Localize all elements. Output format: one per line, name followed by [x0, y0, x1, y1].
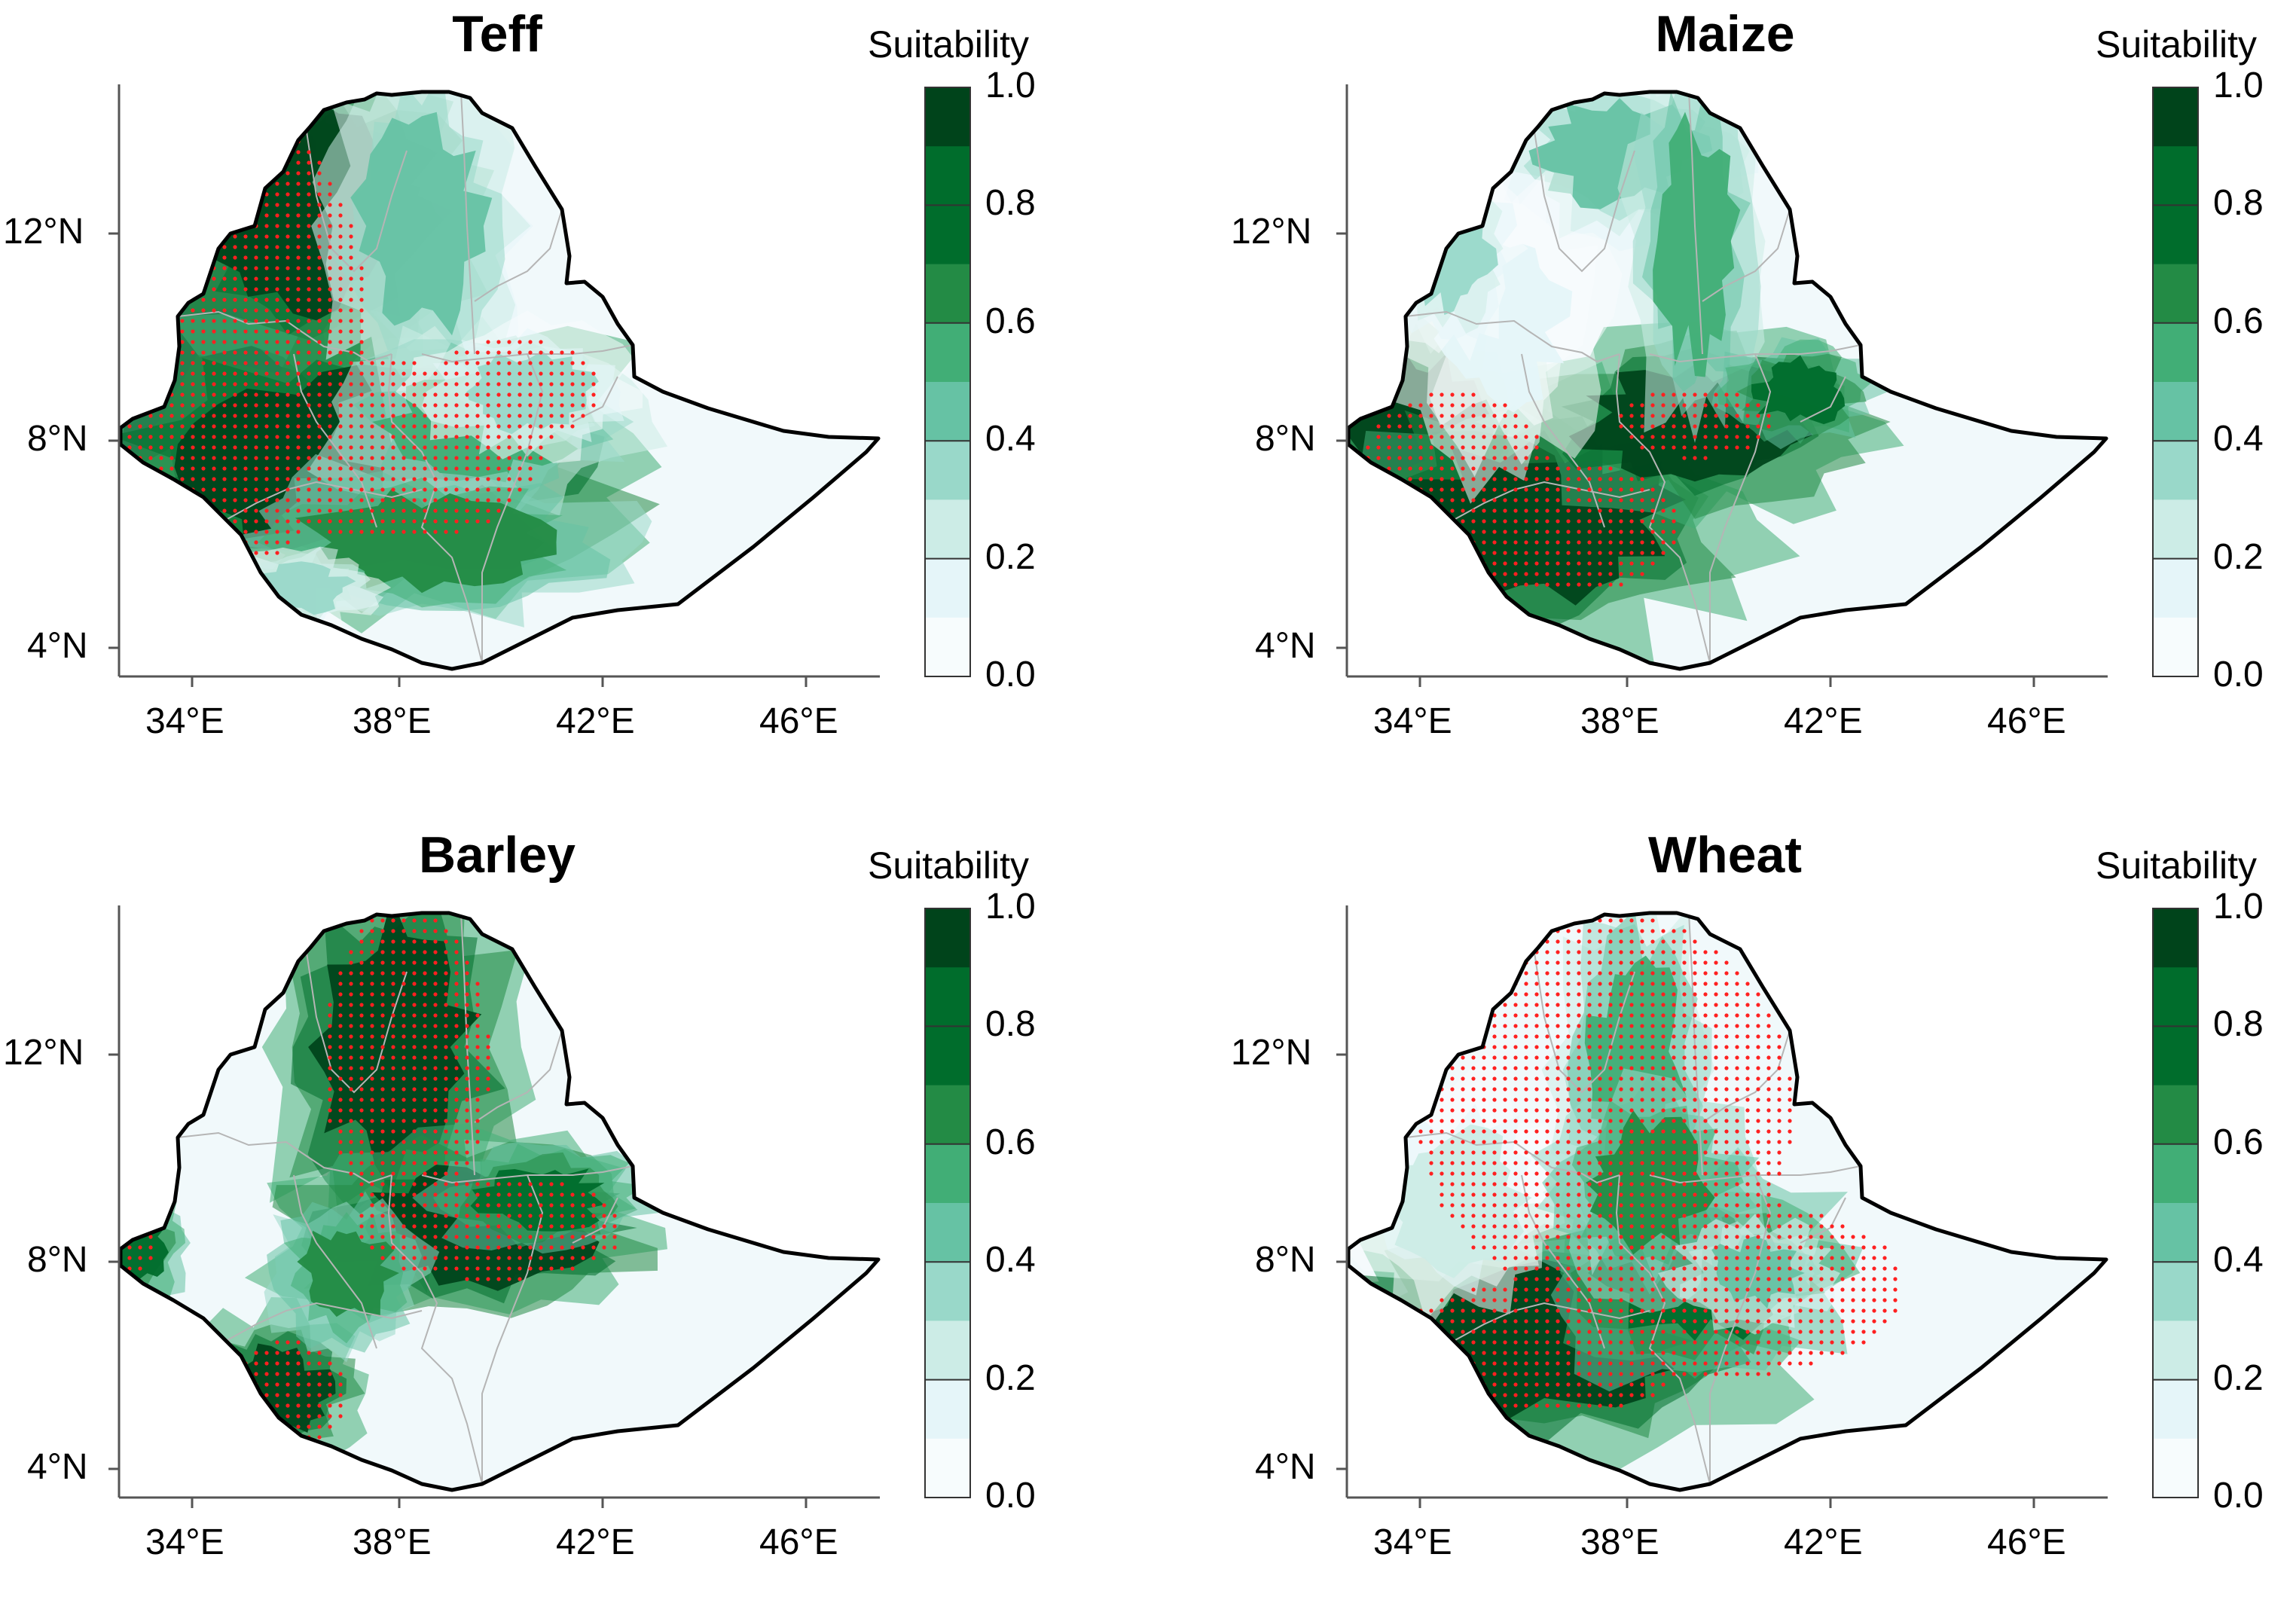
y-tick-label: 4°N: [27, 1447, 88, 1487]
map-canvas: [1336, 905, 2199, 1508]
x-tick-label: 34°E: [1373, 701, 1452, 741]
colorbar-tick-label: 0.0: [2213, 1476, 2264, 1516]
agreement-dots: [1397, 918, 1898, 1408]
colorbar-tick-label: 0.8: [2213, 183, 2264, 224]
agreement-dots: [121, 918, 617, 1440]
x-tick-label: 42°E: [556, 1522, 635, 1562]
y-tick-label: 4°N: [1255, 1447, 1316, 1487]
colorbar-tick-label: 0.2: [2213, 536, 2264, 577]
colorbar-tick-label: 1.0: [2213, 66, 2264, 105]
x-tick-label: 38°E: [353, 1522, 432, 1562]
admin-boundaries: [1405, 92, 1861, 664]
y-tick-label: 4°N: [1255, 626, 1316, 666]
colorbar-title: Suitability: [2096, 844, 2257, 887]
colorbar-tick-label: 0.8: [985, 1004, 1036, 1045]
colorbar-tick-label: 0.2: [985, 1357, 1036, 1398]
y-tick-label: 12°N: [3, 212, 84, 252]
colorbar-tick-label: 1.0: [985, 887, 1036, 927]
country-border: [1346, 911, 2108, 1492]
y-tick-label: 8°N: [27, 1240, 88, 1280]
x-tick-label: 42°E: [1784, 1522, 1863, 1562]
y-tick-label: 12°N: [3, 1033, 84, 1073]
colorbar: [2152, 908, 2199, 1498]
colorbar-tick-label: 0.2: [985, 536, 1036, 577]
colorbar: [2152, 87, 2199, 677]
colorbar-tick-label: 0.6: [985, 301, 1036, 341]
panel-title: Maize: [1655, 5, 1795, 63]
y-tick-label: 12°N: [1231, 212, 1312, 252]
y-tick-label: 8°N: [1255, 419, 1316, 459]
map-canvas: [108, 905, 971, 1508]
x-tick-label: 46°E: [1987, 701, 2066, 741]
colorbar-tick-label: 0.0: [2213, 655, 2264, 695]
colorbar-tick-label: 0.4: [2213, 1240, 2264, 1281]
colorbar-tick-label: 0.8: [2213, 1004, 2264, 1045]
x-tick-label: 38°E: [1580, 701, 1659, 741]
map-canvas: [108, 84, 971, 687]
colorbar-title: Suitability: [868, 844, 1029, 887]
colorbar-tick-label: 0.0: [985, 1476, 1036, 1516]
colorbar-tick-label: 0.4: [985, 419, 1036, 460]
y-tick-label: 8°N: [1255, 1240, 1316, 1280]
x-tick-label: 46°E: [759, 1522, 838, 1562]
panel-title: Teff: [452, 5, 542, 63]
colorbar-tick-label: 1.0: [2213, 887, 2264, 927]
colorbar-tick-label: 1.0: [985, 66, 1036, 105]
map-canvas: [1336, 84, 2199, 687]
x-tick-label: 34°E: [145, 701, 224, 741]
country-border: [1346, 90, 2108, 671]
colorbar-title: Suitability: [868, 23, 1029, 66]
colorbar-tick-label: 0.4: [985, 1240, 1036, 1281]
panel-title: Wheat: [1648, 826, 1802, 884]
x-tick-label: 34°E: [1373, 1522, 1452, 1562]
x-tick-label: 46°E: [1987, 1522, 2066, 1562]
colorbar-tick-label: 0.6: [2213, 301, 2264, 341]
x-tick-label: 38°E: [1580, 1522, 1659, 1562]
y-tick-label: 4°N: [27, 626, 88, 666]
y-tick-label: 8°N: [27, 419, 88, 459]
colorbar: [924, 908, 971, 1498]
map-panel-barley: Barley Suitability 34°E 38°E 42°E 46°E 12°N 8…: [0, 821, 1148, 1606]
map-panel-maize: Maize Suitability 34°E 38°E 42°E 46°E 12°N 8°…: [1228, 0, 2296, 785]
country-border: [118, 911, 881, 1492]
colorbar-title: Suitability: [2096, 23, 2257, 66]
x-tick-label: 42°E: [1784, 701, 1863, 741]
country-border: [118, 90, 881, 671]
x-tick-label: 46°E: [759, 701, 838, 741]
x-tick-label: 42°E: [556, 701, 635, 741]
map-panel-wheat: Wheat Suitability 34°E 38°E 42°E 46°E 12°N 8°…: [1228, 821, 2296, 1606]
colorbar-tick-label: 0.0: [985, 655, 1036, 695]
map-panel-teff: Teff Suitability 34°E 38°E 42°E 46°E 12°N 8°N…: [0, 0, 1148, 785]
colorbar-tick-label: 0.6: [985, 1122, 1036, 1162]
colorbar-tick-label: 0.8: [985, 183, 1036, 224]
x-tick-label: 38°E: [353, 701, 432, 741]
panel-title: Barley: [419, 826, 576, 884]
x-tick-label: 34°E: [145, 1522, 224, 1562]
y-tick-label: 12°N: [1231, 1033, 1312, 1073]
colorbar-tick-label: 0.4: [2213, 419, 2264, 460]
colorbar-tick-label: 0.6: [2213, 1122, 2264, 1162]
colorbar-tick-label: 0.2: [2213, 1357, 2264, 1398]
colorbar: [924, 87, 971, 677]
